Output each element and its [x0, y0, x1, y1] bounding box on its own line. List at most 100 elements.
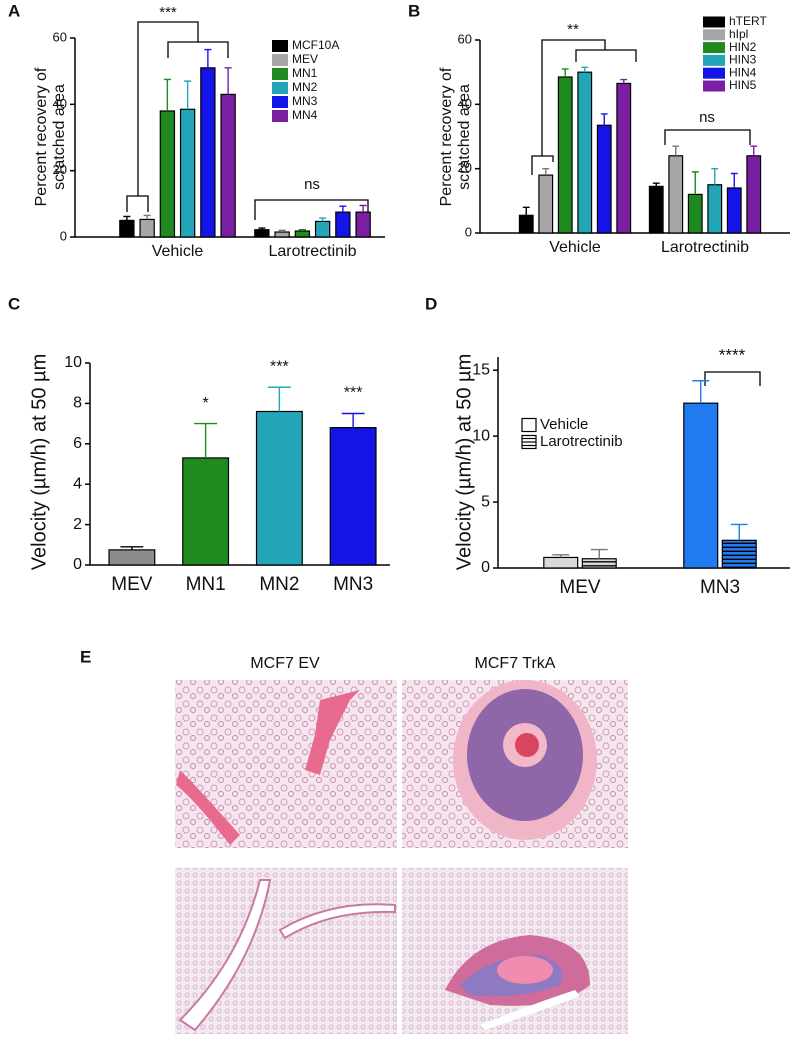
- x-tick-label: MN3: [700, 577, 740, 598]
- y-tick-label: 40: [53, 96, 67, 111]
- legend-label: Vehicle: [540, 416, 588, 433]
- legend-swatch: [703, 54, 725, 66]
- column-label: MCF7 EV: [250, 655, 320, 672]
- y-axis-title: scratched area: [51, 84, 68, 190]
- bar: [518, 214, 534, 234]
- bracket: [254, 199, 369, 220]
- bracket: [126, 21, 229, 212]
- bar: [355, 211, 371, 238]
- annotation: ***: [159, 4, 177, 21]
- y-tick-label: 60: [458, 31, 472, 46]
- bar: [108, 549, 156, 566]
- panel-label: D: [425, 294, 437, 313]
- bar: [220, 93, 236, 238]
- legend-label: hTERT: [729, 14, 767, 28]
- legend-swatch: [272, 82, 288, 94]
- bar: [577, 71, 593, 234]
- significance-label: ***: [344, 385, 363, 402]
- bar: [726, 187, 742, 234]
- bar: [538, 174, 554, 234]
- legend-swatch: [272, 68, 288, 80]
- bar: [581, 558, 617, 569]
- y-tick-label: 8: [73, 395, 82, 412]
- x-tick-label: MEV: [111, 574, 153, 595]
- legend-swatch: [272, 96, 288, 108]
- y-tick-label: 60: [53, 29, 67, 44]
- y-axis-title: Percent recovery of: [438, 67, 455, 206]
- annotation: **: [567, 21, 579, 38]
- x-tick-label: MN3: [333, 574, 373, 595]
- error-bar: [672, 145, 680, 156]
- error-bar: [184, 80, 192, 110]
- annotation: ns: [699, 109, 715, 126]
- y-axis-title: Percent recovery of: [33, 67, 50, 206]
- error-bar: [258, 227, 266, 230]
- bar: [159, 110, 176, 238]
- x-tick-label: MN1: [186, 574, 226, 595]
- error-bar: [750, 145, 758, 156]
- legend-label: hIpl: [729, 27, 748, 41]
- legend-label: MN2: [292, 80, 318, 94]
- x-tick-label: Larotrectinib: [268, 243, 356, 260]
- x-tick-label: Vehicle: [549, 239, 601, 256]
- bar: [335, 211, 351, 238]
- bar: [139, 218, 155, 238]
- y-tick-label: 4: [73, 475, 82, 492]
- legend-swatch: [703, 67, 725, 79]
- legend-swatch: [703, 80, 725, 92]
- significance-label: *: [203, 395, 209, 412]
- bar: [314, 220, 331, 238]
- panel-label: B: [408, 1, 420, 20]
- y-tick-label: 20: [458, 160, 472, 175]
- y-tick-label: 10: [472, 427, 490, 444]
- bar: [255, 410, 303, 566]
- error-bar: [590, 548, 608, 559]
- y-tick-label: 40: [458, 96, 472, 111]
- annotation: ns: [304, 176, 320, 193]
- y-tick-label: 5: [481, 493, 490, 510]
- significance-label: ***: [270, 358, 289, 375]
- bar: [668, 155, 684, 234]
- bar: [557, 76, 573, 234]
- bar: [687, 193, 703, 234]
- x-tick-label: Vehicle: [152, 243, 204, 260]
- bar: [543, 556, 579, 569]
- panel-label: C: [8, 294, 20, 313]
- bar: [182, 457, 230, 566]
- error-bar: [163, 78, 171, 111]
- panel-label: A: [8, 1, 20, 20]
- error-bar: [224, 67, 232, 95]
- legend-swatch: [703, 42, 725, 54]
- bracket: [704, 371, 761, 386]
- error-bar: [692, 380, 710, 404]
- error-bar: [298, 229, 306, 232]
- y-tick-label: 0: [73, 556, 82, 573]
- error-bar: [600, 113, 608, 126]
- legend-label: HIN4: [729, 65, 757, 79]
- legend-label: HIN5: [729, 78, 757, 92]
- y-tick-label: 15: [472, 361, 490, 378]
- bar: [329, 427, 377, 566]
- micrograph: [175, 680, 397, 848]
- error-bar: [278, 229, 286, 233]
- y-tick-label: 0: [465, 224, 472, 239]
- y-tick-label: 10: [64, 354, 82, 371]
- error-bar: [319, 217, 327, 222]
- y-tick-label: 0: [481, 559, 490, 576]
- y-tick-label: 6: [73, 435, 82, 452]
- bar: [683, 402, 719, 569]
- error-bar: [522, 206, 530, 216]
- error-bar: [652, 182, 660, 187]
- error-bar: [730, 172, 738, 188]
- error-bar: [143, 214, 151, 220]
- bar: [596, 124, 612, 234]
- y-axis-title: scratched area: [456, 84, 473, 190]
- error-bar: [359, 204, 367, 213]
- error-bar: [711, 167, 719, 185]
- error-bar: [120, 546, 144, 550]
- legend-swatch: [521, 417, 537, 433]
- legend-swatch: [703, 16, 725, 28]
- x-tick-label: Larotrectinib: [661, 239, 749, 256]
- column-label: MCF7 TrkA: [475, 655, 556, 672]
